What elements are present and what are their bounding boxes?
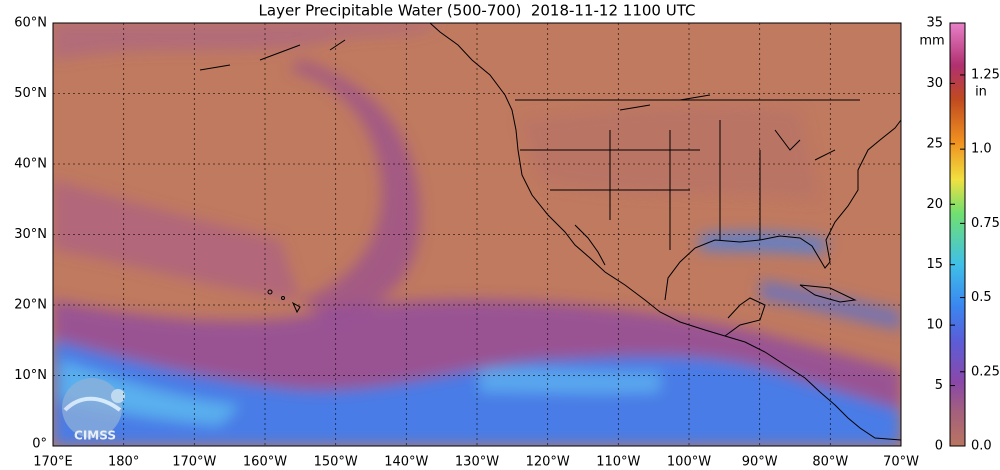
colorbar-in-unit: in xyxy=(975,85,987,100)
colorbar-mm-label: 20 xyxy=(926,197,943,212)
colorbar-in-label: 1.0 xyxy=(971,142,992,157)
lon-label: 150°W xyxy=(314,455,358,470)
lon-label: 140°W xyxy=(384,455,428,470)
colorbar-in-label: 0.25 xyxy=(971,364,1000,379)
colorbar-mm-label: 10 xyxy=(926,318,943,333)
colorbar-mm-unit: mm xyxy=(919,34,944,49)
lat-label: 40°N xyxy=(14,157,47,172)
lat-label: 30°N xyxy=(14,227,47,242)
colorbar-in-label: 0.5 xyxy=(971,290,992,305)
lat-label: 50°N xyxy=(14,86,47,101)
logo-text: CIMSS xyxy=(74,429,116,443)
lon-label: 170°W xyxy=(172,455,216,470)
lon-label: 170°E xyxy=(33,455,73,470)
cimss-logo-mark xyxy=(62,378,125,438)
lon-label: 90°W xyxy=(742,455,778,470)
colorbar-mm-label: 5 xyxy=(935,378,943,393)
lon-label: 120°W xyxy=(526,455,570,470)
lon-label: 70°W xyxy=(883,455,919,470)
colorbar-mm-label: 25 xyxy=(926,136,943,151)
lon-label: 80°W xyxy=(812,455,848,470)
lat-label: 60°N xyxy=(14,16,47,31)
colorbar-in-label: 0.0 xyxy=(971,439,992,454)
colorbar-in-label: 0.75 xyxy=(971,216,1000,231)
lon-label: 130°W xyxy=(455,455,499,470)
colorbar-mm-label: 35 xyxy=(926,16,943,31)
colorbar-mm-label: 15 xyxy=(926,257,943,272)
lon-label: 100°W xyxy=(667,455,711,470)
colorbar-mm-label: 30 xyxy=(926,76,943,91)
coastlines xyxy=(199,23,901,441)
lon-label: 160°W xyxy=(243,455,287,470)
lat-label: 20°N xyxy=(14,298,47,313)
lat-label: 0° xyxy=(32,437,47,452)
colorbar-mm-label: 0 xyxy=(935,439,943,454)
title: Layer Precipitable Water (500-700) 2018-… xyxy=(259,2,696,20)
lon-label: 110°W xyxy=(596,455,640,470)
colorbar-in-label: 1.25 xyxy=(971,67,1000,82)
lon-label: 180° xyxy=(108,455,139,470)
lat-label: 10°N xyxy=(14,368,47,383)
colorbar xyxy=(949,22,966,447)
